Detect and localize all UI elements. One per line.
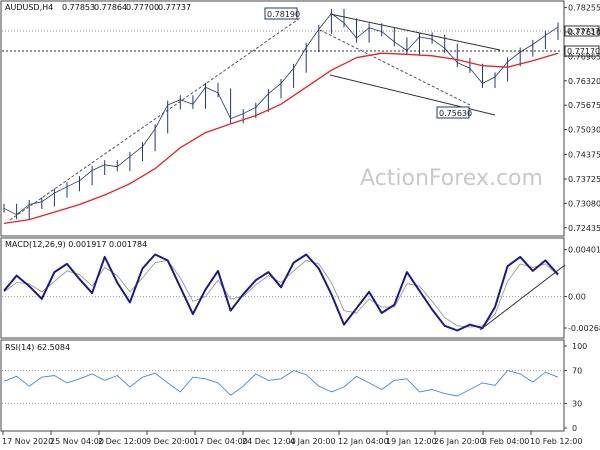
x-tick-label: 24 Dec 12:00 <box>242 437 296 446</box>
rsi-tick-label: 30 <box>572 399 582 408</box>
y-tick-label: 0.78255 <box>568 4 600 13</box>
rsi-panel-frame <box>0 339 565 432</box>
price-panel-frame <box>0 0 565 237</box>
y-tick-label: 0.72435 <box>568 224 600 233</box>
falling-dashed-line <box>319 29 471 106</box>
last-price-tag-box <box>564 25 600 37</box>
rsi-plot <box>3 370 559 397</box>
price-plot <box>3 8 559 225</box>
y-tick-label: 0.76965 <box>568 52 600 61</box>
ohlc-close: 0.77737 <box>158 3 191 12</box>
macd-tick-label: -0.002687 <box>568 324 600 333</box>
macd-panel-frame <box>0 237 565 339</box>
y-tick-label: 0.74375 <box>568 150 600 159</box>
rsi-tick-label: 70 <box>572 367 582 376</box>
macd-line <box>3 253 559 332</box>
ohlc-open: 0.77853 <box>62 3 95 12</box>
x-tick-label: 2 Dec 12:00 <box>98 437 147 446</box>
macd-panel: MACD(12,26,9) 0.001917 0.001784 0.004013… <box>0 237 600 339</box>
x-tick-label: 17 Dec 04:00 <box>194 437 248 446</box>
x-tick-label: 9 Dec 20:00 <box>146 437 195 446</box>
x-tick-label: 26 Jan 20:00 <box>434 437 485 446</box>
ma-price-tag: 0.77170 <box>567 47 600 56</box>
y-tick-label: 0.77610 <box>568 28 600 37</box>
x-tick-label: 19 Jan 12:00 <box>386 437 437 446</box>
x-tick-label: 25 Nov 04:00 <box>50 437 104 446</box>
y-tick-label: 0.75030 <box>568 126 600 135</box>
ohlc-high: 0.77864 <box>94 3 127 12</box>
rsi-panel: RSI(14) 62.5084 100 70 30 0 <box>0 339 587 433</box>
rising-trend-line <box>9 17 301 221</box>
macd-tick-label: 0.004013 <box>568 246 600 255</box>
macd-panel-title: MACD(12,26,9) 0.001917 0.001784 <box>5 240 147 249</box>
rsi-panel-title: RSI(14) 62.5084 <box>5 343 70 352</box>
x-tick-label: 3 Feb 04:00 <box>482 437 529 446</box>
high-annotation-box <box>264 7 298 20</box>
last-price-tag: 0.77737 <box>567 27 600 36</box>
price-panel: AUDUSD,H4 0.77853 0.77864 0.77700 0.7773… <box>0 0 600 237</box>
macd-tick-label: 0.00 <box>568 293 586 302</box>
watermark: ActionForex.com <box>360 166 543 191</box>
y-tick-label: 0.73080 <box>568 199 600 208</box>
y-tick-label: 0.73725 <box>568 175 600 184</box>
price-line <box>3 13 559 216</box>
channel-upper-line <box>329 13 501 51</box>
x-tick-label: 4 Jan 20:00 <box>290 437 336 446</box>
rsi-line <box>3 370 559 397</box>
rsi-tick-label: 0 <box>572 424 577 433</box>
x-tick-label: 12 Jan 04:00 <box>338 437 389 446</box>
rsi-levels <box>2 370 563 404</box>
ohlc-low: 0.77700 <box>126 3 159 12</box>
y-tick-label: 0.75675 <box>568 101 600 110</box>
low-annotation-box <box>436 106 470 119</box>
high-annotation: 0.78190 <box>267 10 300 19</box>
ma-price-tag-box <box>564 45 600 57</box>
macd-plot <box>3 253 559 332</box>
rsi-y-axis: 100 70 30 0 <box>564 342 587 433</box>
moving-average-line <box>3 52 559 225</box>
macd-y-axis: 0.004013 0.00 -0.002687 <box>564 246 600 333</box>
y-tick-label: 0.76320 <box>568 77 600 86</box>
price-y-axis: 0.78255 0.77610 0.76965 0.76320 0.75675 0.750… <box>564 4 600 233</box>
rsi-tick-label: 100 <box>572 342 587 351</box>
x-tick-label: 10 Feb 12:00 <box>530 437 582 446</box>
x-tick-label: 17 Nov 2020 <box>2 437 53 446</box>
price-panel-title: AUDUSD,H4 <box>5 3 53 12</box>
macd-trend-line <box>479 264 566 331</box>
low-annotation: 0.75630 <box>439 109 472 118</box>
